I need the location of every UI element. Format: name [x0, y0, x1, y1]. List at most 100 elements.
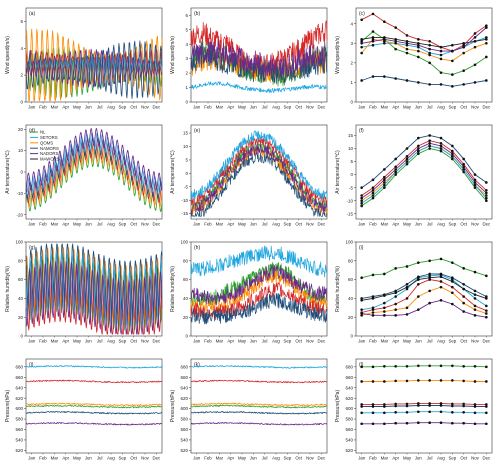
panel-e: (e) -15 -10 -5 0 5 10 15 Air temperature(℃) Jan Fe… [170, 124, 328, 227]
data-point [485, 196, 488, 200]
y-tick-label: 60 [18, 277, 24, 282]
x-tick-label: Nov [306, 456, 314, 461]
data-point [405, 379, 409, 383]
data-point [439, 53, 443, 57]
data-point [405, 402, 409, 406]
data-point [394, 314, 397, 317]
x-tick-label: May [403, 222, 412, 227]
y-tick-label: 0 [185, 334, 188, 339]
data-point [473, 183, 477, 187]
data-point [371, 405, 375, 408]
series-line [190, 422, 328, 426]
data-point [451, 85, 454, 88]
y-tick-label: 20 [183, 315, 189, 320]
data-point [405, 285, 409, 289]
data-point [439, 257, 443, 261]
data-point [360, 365, 363, 369]
x-tick-label: Aug [437, 222, 445, 227]
data-point [473, 178, 477, 182]
x-tick-label: Mar [216, 222, 224, 227]
x-tick-label: Jun [85, 105, 93, 110]
data-point [485, 297, 488, 300]
data-point [405, 160, 409, 163]
x-tick-label: Apr [227, 105, 234, 110]
y-tick-label: 40 [18, 296, 24, 301]
series-line [361, 411, 487, 414]
data-point [485, 380, 488, 383]
x-tick-label: Feb [369, 105, 377, 110]
y-tick-label: -5 [349, 185, 353, 190]
x-tick-label: Feb [204, 456, 212, 461]
data-point [417, 404, 420, 407]
data-point [394, 26, 397, 29]
data-point [360, 196, 363, 200]
x-tick-label: Aug [437, 456, 445, 461]
data-point [428, 51, 431, 55]
series-line [361, 365, 487, 368]
data-point [428, 404, 431, 407]
x-tick-label: Nov [471, 339, 479, 344]
data-point [462, 404, 465, 408]
data-point [473, 63, 477, 67]
y-tick-label: 4 [350, 21, 353, 26]
x-tick-label: Jan [193, 105, 201, 110]
x-tick-label: Apr [392, 105, 399, 110]
data-point [360, 297, 363, 300]
data-point [451, 155, 454, 158]
panel-i: (i) 0 20 40 60 80 100 Relative humidity(%) Jan Fe… [335, 240, 493, 344]
y-tick-label: 1 [185, 85, 188, 90]
x-tick-label: Nov [471, 105, 479, 110]
y-tick-label: 60 [183, 277, 189, 282]
data-point [383, 181, 386, 184]
data-point [394, 365, 397, 368]
data-point [451, 410, 454, 414]
data-point [451, 49, 454, 53]
data-point [394, 41, 397, 45]
y-tick-label: 100 [180, 240, 188, 245]
data-point [485, 309, 488, 312]
series-line [361, 273, 487, 299]
x-tick-label: Jun [250, 222, 258, 227]
x-tick-label: Apr [227, 339, 234, 344]
data-point [473, 270, 477, 274]
x-tick-label: Mar [51, 456, 59, 461]
data-point [462, 365, 465, 368]
data-point [405, 283, 409, 286]
data-point [462, 310, 465, 313]
y-tick-label: 100 [345, 240, 353, 245]
data-point [360, 312, 363, 315]
y-tick-label: -15 [346, 211, 353, 216]
x-tick-label: Aug [107, 456, 115, 461]
data-point [462, 295, 465, 298]
data-point [485, 38, 488, 41]
x-tick-label: Jul [262, 105, 268, 110]
data-point [451, 149, 454, 153]
series-line [190, 264, 328, 306]
series-line [190, 144, 328, 214]
panel-label: (g) [29, 245, 35, 251]
x-tick-label: Jul [262, 222, 268, 227]
x-tick-label: May [73, 456, 82, 461]
series-line [361, 38, 487, 62]
x-tick-label: Dec [153, 222, 161, 227]
series-line [190, 292, 328, 325]
x-tick-label: Oct [130, 339, 137, 344]
data-point [360, 314, 363, 317]
data-point [439, 49, 443, 53]
y-tick-label: 40 [348, 296, 354, 301]
data-point [485, 191, 488, 195]
data-point [451, 73, 454, 76]
data-point [428, 144, 431, 148]
data-point [439, 71, 443, 74]
data-point [451, 280, 454, 283]
x-tick-label: Sep [119, 222, 127, 227]
data-point [485, 274, 488, 278]
legend-label: NAMORS [40, 146, 59, 151]
x-tick-label: May [238, 222, 247, 227]
data-point [462, 162, 465, 166]
x-tick-label: Jan [358, 222, 366, 227]
data-point [371, 365, 375, 369]
plot-frame [190, 124, 328, 220]
x-tick-label: Dec [153, 456, 161, 461]
x-tick-label: Oct [460, 456, 467, 461]
